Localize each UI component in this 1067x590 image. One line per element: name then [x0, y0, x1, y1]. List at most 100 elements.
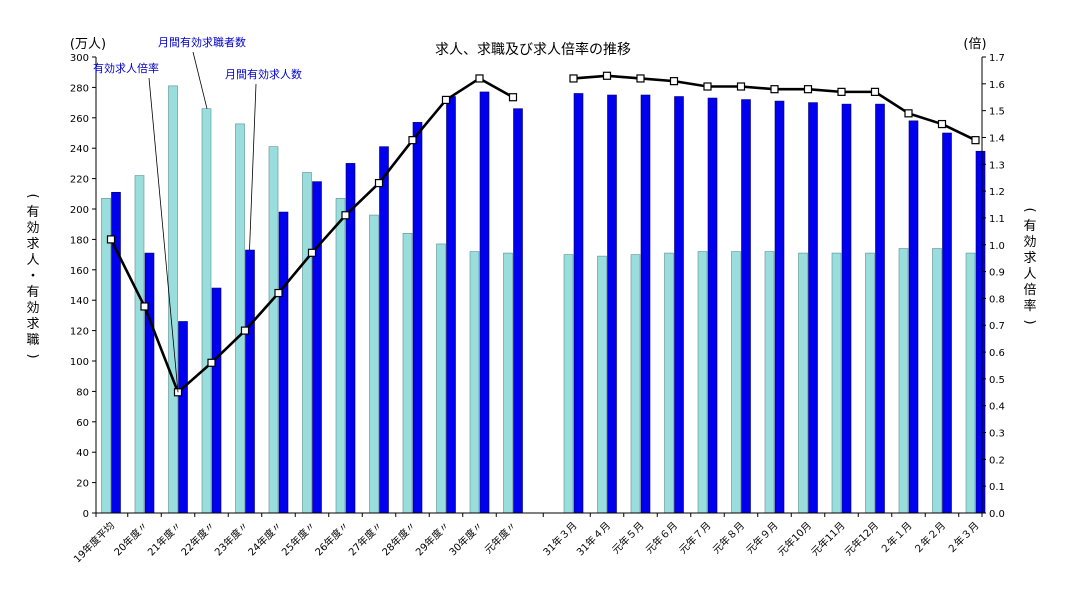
annotation-label: 有効求人倍率	[93, 61, 159, 75]
bar-job-seekers	[302, 172, 312, 514]
left-axis-tick-label: 160	[70, 266, 89, 277]
right-axis-title-char: 求	[1023, 251, 1036, 266]
ratio-point	[307, 248, 317, 257]
bar-job-seekers	[731, 251, 741, 514]
right-axis-tick-label: 1.0	[989, 241, 1005, 252]
right-axis-title-char: 倍	[1023, 283, 1036, 298]
bar-job-offers	[573, 93, 584, 514]
bar-job-seekers	[235, 123, 245, 514]
left-axis-tick-label: 120	[70, 327, 89, 338]
bar-job-offers	[841, 103, 852, 514]
left-axis-title-char: 効	[26, 301, 39, 316]
right-axis-tick-label: 1.1	[989, 214, 1005, 225]
left-axis-tick-label: 300	[70, 53, 89, 64]
bar-job-seekers	[268, 146, 279, 514]
right-axis-tick-label: 0.3	[989, 429, 1005, 440]
bar-job-offers	[741, 99, 751, 514]
bar-job-seekers	[436, 243, 446, 514]
bar-job-offers	[245, 249, 255, 514]
ratio-point	[971, 136, 980, 145]
left-axis-tick-label: 180	[70, 235, 89, 246]
right-axis-title-char: 人	[1023, 267, 1036, 282]
right-axis-title-char: 効	[1023, 235, 1036, 250]
left-axis-tick-label: 220	[70, 175, 89, 186]
bar-job-seekers	[898, 248, 909, 514]
axes-layer: 0 20 40 60 80 100 120 140 160 180 200 220 240 260 280 3…	[25, 53, 1037, 520]
ratio-point	[837, 87, 846, 96]
ratio-point	[508, 93, 518, 102]
bar-job-seekers	[201, 108, 212, 514]
bar-job-seekers	[563, 254, 574, 514]
ratio-point	[374, 178, 384, 188]
ratio-point	[274, 288, 283, 298]
ratio-point	[240, 326, 250, 335]
ratio-point	[207, 358, 216, 367]
left-axis-title-char: (	[25, 193, 40, 198]
bar-job-seekers	[798, 252, 808, 514]
annotation-label: 月間有効求人数	[225, 67, 302, 81]
left-axis-title-char: 人	[26, 253, 39, 268]
bar-job-seekers	[965, 252, 976, 514]
right-axis-tick-label: 0.1	[989, 482, 1005, 493]
left-axis-title-char: 効	[26, 221, 39, 236]
right-axis-tick-label: 0.0	[989, 509, 1005, 520]
bar-job-offers	[144, 252, 155, 514]
right-axis-tick-label: 0.7	[989, 321, 1005, 332]
chart-title: 求人、求職及び求人倍率の推移	[435, 41, 631, 58]
ratio-point	[770, 85, 779, 94]
bar-job-seekers	[831, 252, 842, 514]
bar-job-offers	[875, 103, 885, 514]
left-axis-tick-label: 100	[70, 357, 89, 368]
left-axis-title-char: 求	[26, 317, 39, 332]
bar-job-offers	[211, 287, 222, 514]
ratio-point	[140, 302, 149, 311]
bar-job-seekers	[101, 198, 111, 514]
left-axis-tick-label: 280	[70, 83, 89, 94]
bar-job-seekers	[664, 252, 674, 514]
bar-job-seekers	[630, 254, 641, 514]
left-axis-title-char: )	[25, 353, 40, 358]
bar-job-offers	[278, 211, 289, 514]
ratio-point	[602, 71, 612, 80]
left-axis-tick-label: 20	[76, 479, 89, 490]
bar-job-offers	[707, 97, 718, 514]
ratio-point	[703, 82, 712, 91]
bar-job-offers	[412, 122, 423, 514]
left-axis-tick-label: 40	[76, 448, 89, 459]
right-axis-unit: (倍)	[963, 37, 986, 52]
right-axis-tick-label: 1.5	[989, 107, 1005, 118]
left-axis-tick-label: 240	[70, 144, 89, 155]
right-axis-tick-label: 1.2	[989, 187, 1005, 198]
ratio-point	[441, 95, 451, 105]
right-axis-tick-label: 0.4	[989, 402, 1005, 413]
left-axis-title-char: 有	[26, 285, 39, 300]
annotation-label: 月間有効求職者数	[158, 35, 246, 49]
bar-job-offers	[479, 91, 490, 514]
left-axis-title-char: 求	[26, 237, 39, 252]
bar-job-seekers	[469, 251, 480, 514]
bar-job-offers	[607, 94, 617, 514]
ratio-point	[803, 85, 813, 94]
bar-job-seekers	[402, 233, 413, 514]
bar-job-offers	[446, 96, 456, 514]
right-axis-title-char: 率	[1023, 298, 1036, 314]
right-axis-title-char: )	[1022, 319, 1037, 324]
bar-job-seekers	[865, 252, 875, 514]
bar-job-offers	[513, 108, 523, 514]
bar-job-offers	[975, 150, 986, 514]
ratio-point	[475, 74, 484, 83]
right-axis-tick-label: 0.9	[989, 268, 1005, 279]
right-axis-tick-label: 1.4	[989, 133, 1005, 144]
right-axis-tick-label: 0.8	[989, 294, 1005, 305]
bar-job-seekers	[168, 85, 178, 514]
ratio-point	[341, 211, 350, 220]
ratio-point	[408, 136, 417, 145]
bar-job-offers	[774, 100, 785, 514]
bar-job-offers	[640, 94, 651, 514]
right-axis-title-char: (	[1022, 207, 1037, 212]
bar-job-offers	[312, 181, 322, 514]
bar-job-seekers	[932, 248, 942, 514]
bar-job-seekers	[764, 251, 775, 514]
